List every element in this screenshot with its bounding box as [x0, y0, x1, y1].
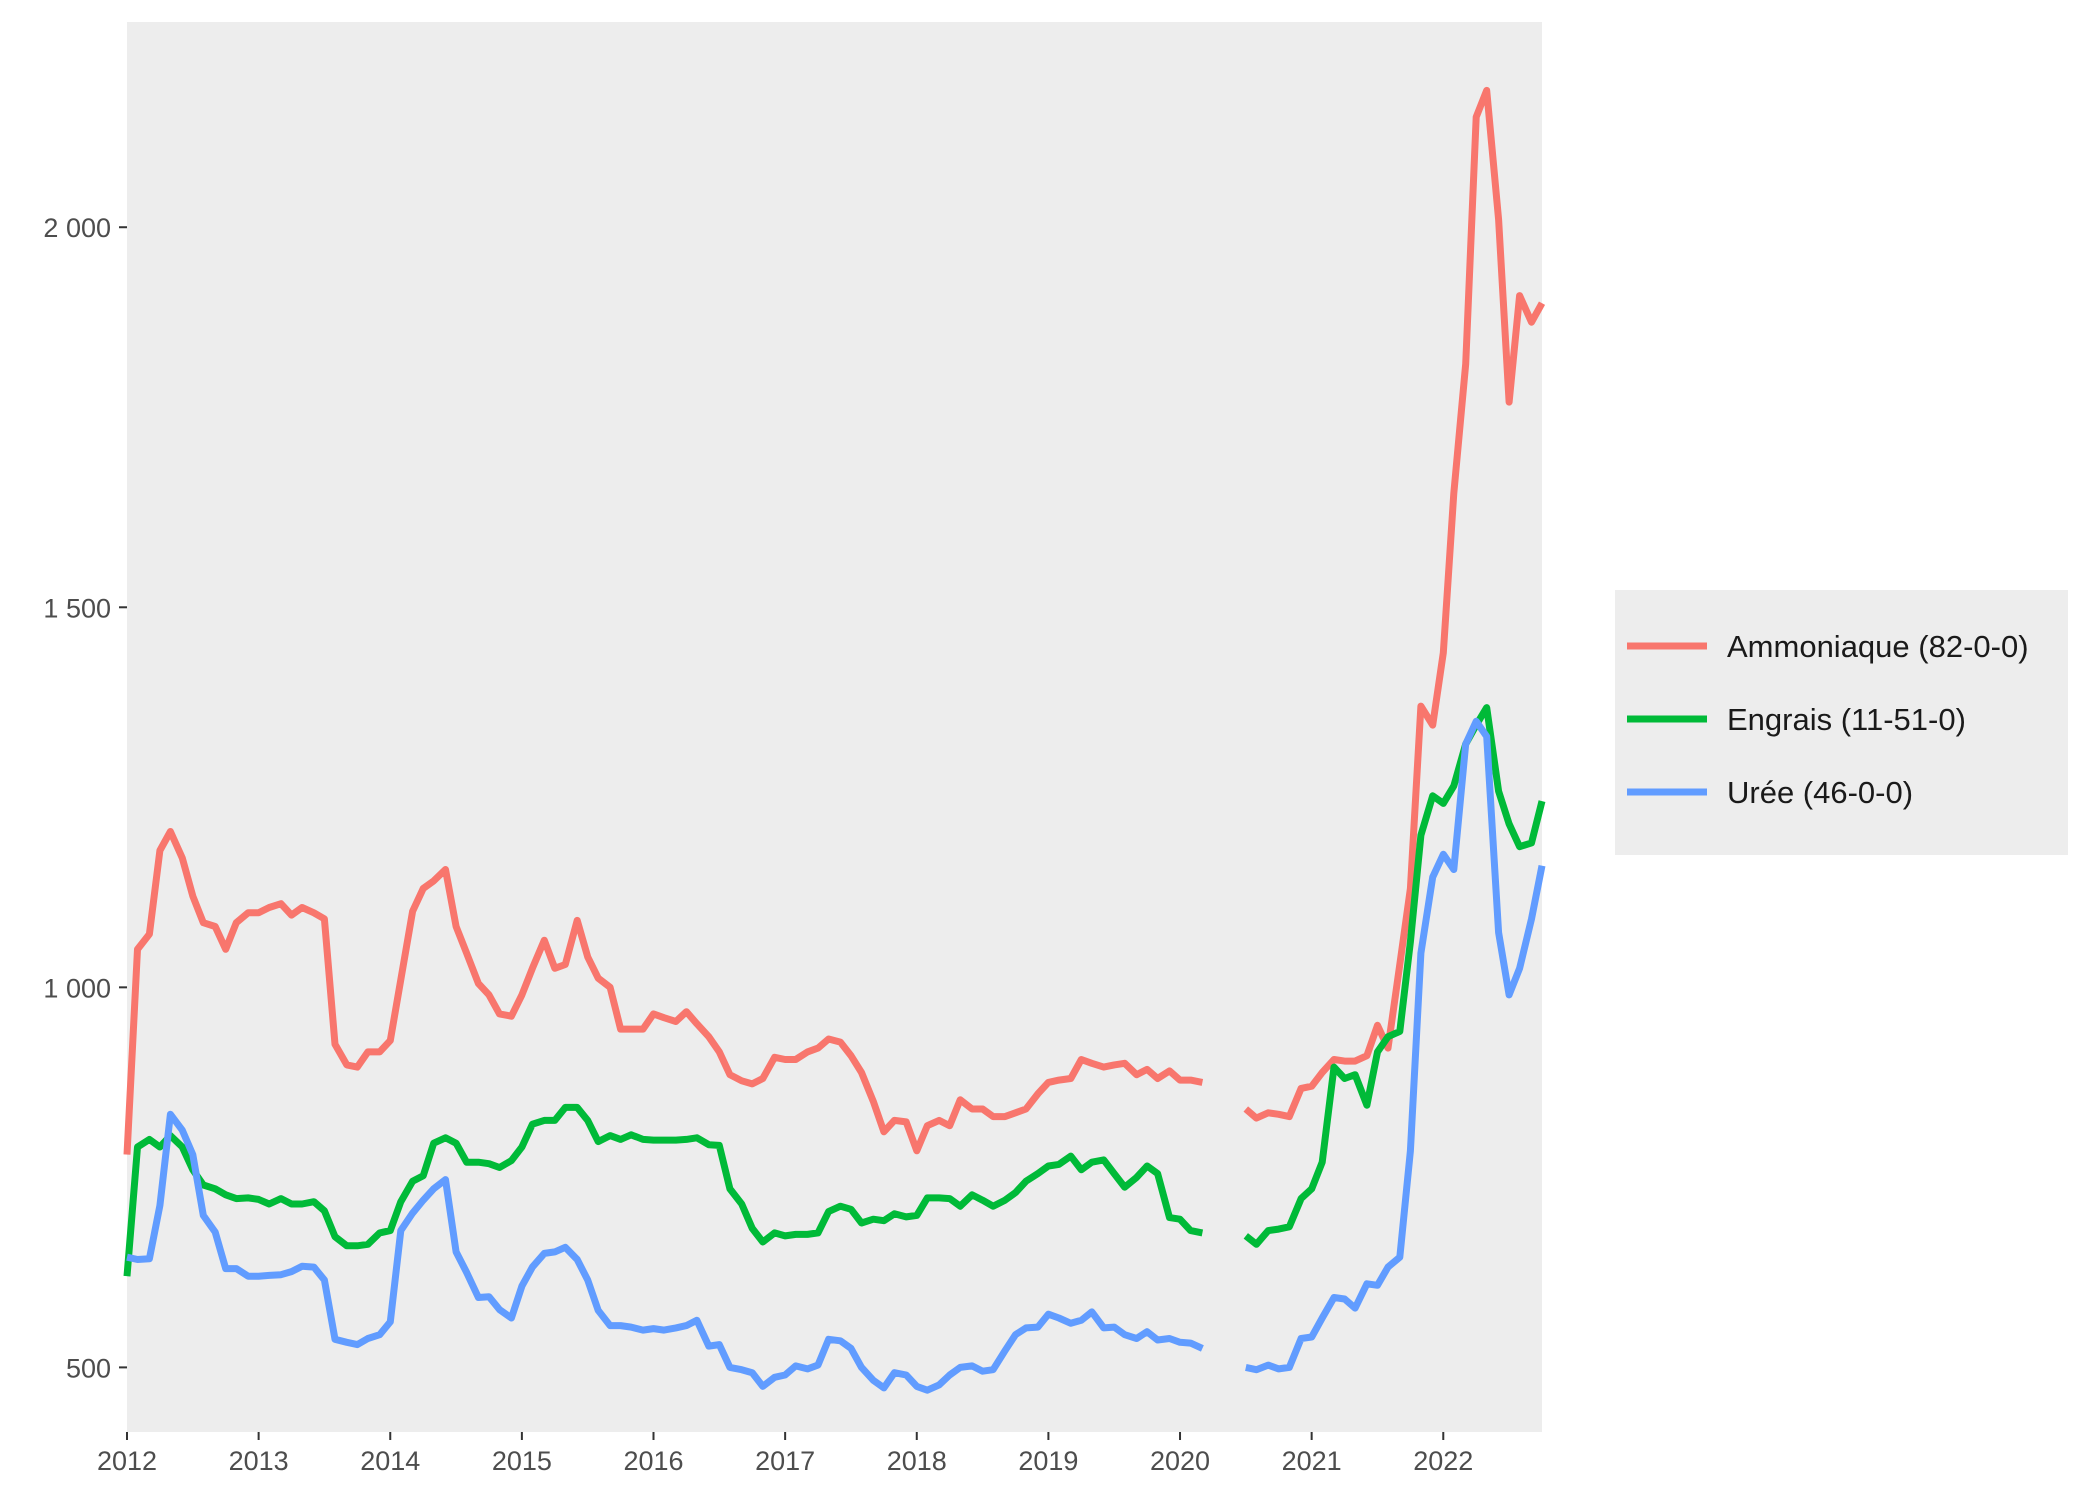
y-tick-label: 1 000 — [43, 973, 111, 1003]
series-line — [126, 717, 1546, 1394]
series-line — [123, 86, 1546, 1155]
x-axis: 2012 2013 2014 2015 2016 2017 2018 2019 2020 2021… — [97, 1432, 1473, 1476]
legend-label: Engrais (11-51-0) — [1727, 702, 1966, 737]
x-tick-label: 2012 — [97, 1446, 157, 1476]
x-tick-label: 2019 — [1018, 1446, 1078, 1476]
plot-panel — [127, 22, 1542, 1432]
legend-item: Ammoniaque (82-0-0) — [1627, 629, 2029, 664]
legend: Ammoniaque (82-0-0) Engrais (11-51-0) Urée… — [1615, 590, 2068, 855]
x-tick-label: 2018 — [887, 1446, 947, 1476]
series-line — [123, 704, 1546, 1277]
y-axis: 500 1 000 1 500 2 000 — [43, 213, 127, 1383]
series-layer — [123, 86, 1546, 1394]
y-tick-label: 1 500 — [43, 593, 111, 623]
x-tick-label: 2021 — [1282, 1446, 1342, 1476]
series-3 — [126, 717, 1546, 1394]
y-tick-label: 500 — [66, 1353, 111, 1383]
x-tick-label: 2013 — [229, 1446, 289, 1476]
legend-label: Ammoniaque (82-0-0) — [1727, 629, 2029, 664]
series-1 — [123, 86, 1546, 1155]
x-tick-label: 2015 — [492, 1446, 552, 1476]
series-2 — [123, 704, 1546, 1277]
legend-label: Urée (46-0-0) — [1727, 775, 1913, 810]
x-tick-label: 2017 — [755, 1446, 815, 1476]
y-tick-label: 2 000 — [43, 213, 111, 243]
x-tick-label: 2014 — [360, 1446, 420, 1476]
legend-item: Engrais (11-51-0) — [1627, 702, 1966, 737]
x-tick-label: 2020 — [1150, 1446, 1210, 1476]
legend-item: Urée (46-0-0) — [1627, 775, 1913, 810]
x-tick-label: 2022 — [1413, 1446, 1473, 1476]
x-tick-label: 2016 — [623, 1446, 683, 1476]
